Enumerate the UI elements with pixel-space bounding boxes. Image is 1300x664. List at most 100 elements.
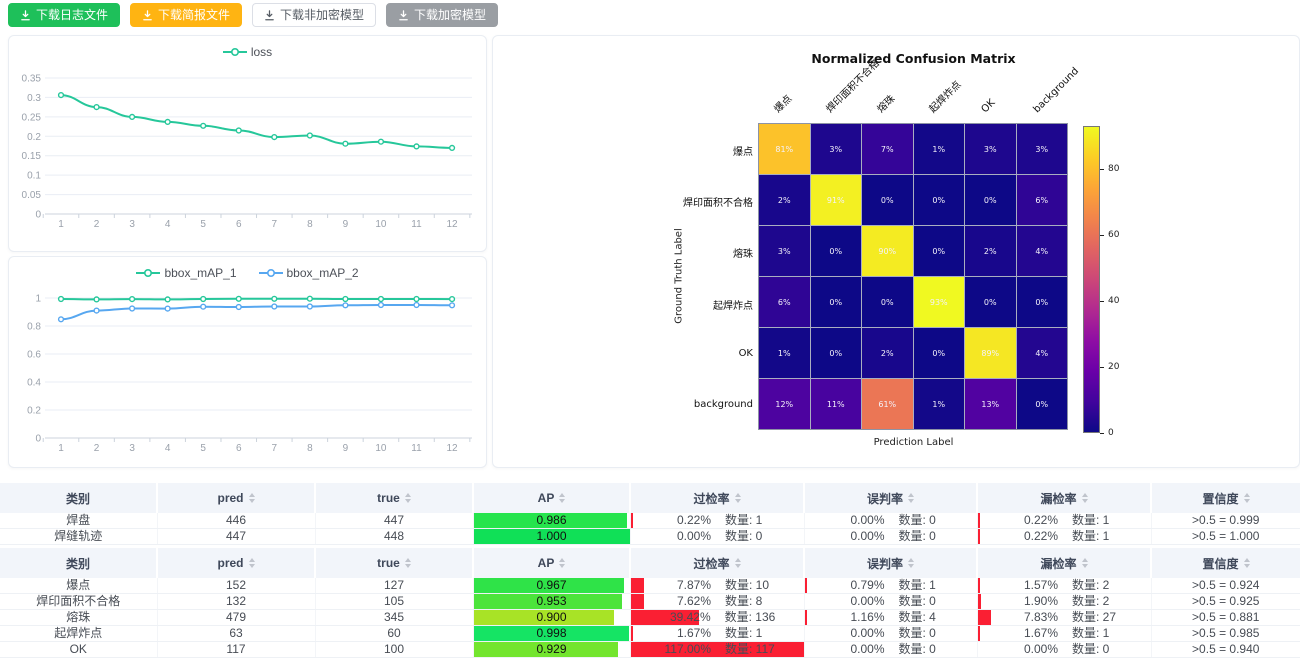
column-header-类别: 类别 xyxy=(0,548,157,578)
colorbar-tick-label: 60 xyxy=(1108,229,1120,240)
matrix-cell-焊印面积不合格-background: 6% xyxy=(1016,175,1067,225)
matrix-cell-起焊炸点-爆点: 6% xyxy=(759,277,810,327)
download-plain-model-button[interactable]: 下载非加密模型 xyxy=(252,3,377,27)
bbox_mAP_2-point xyxy=(164,305,171,312)
column-header-过检率[interactable]: 过检率 xyxy=(629,483,804,513)
table-row: 焊盘 446 447 0.986 0.22% 数量: 1 0.00% 数量: 0 0.22% 数量… xyxy=(0,513,1300,529)
misjudge-rate-cell: 0.00% 数量: 0 xyxy=(803,528,977,545)
column-header-pred[interactable]: pred xyxy=(156,548,315,578)
cell-true: 60 xyxy=(314,625,473,642)
bbox_mAP_1-point xyxy=(235,295,242,302)
legend-marker xyxy=(258,269,283,277)
download-report-button[interactable]: 下载简报文件 xyxy=(130,3,243,27)
rate-percent: 7.62% xyxy=(676,594,711,608)
download-encrypted-model-button[interactable]: 下载加密模型 xyxy=(386,3,499,27)
rate-percent: 0.22% xyxy=(1023,513,1058,527)
matrix-column-label: 焊印面积不合格 xyxy=(824,58,882,116)
sort-icon[interactable] xyxy=(248,558,255,568)
sort-icon[interactable] xyxy=(559,558,566,568)
confusion-matrix-card: Normalized Confusion Matrix Ground Truth… xyxy=(492,35,1300,468)
column-header-label: true xyxy=(377,491,400,505)
column-header-过检率[interactable]: 过检率 xyxy=(629,548,804,578)
column-header-true[interactable]: true xyxy=(314,483,473,513)
download-log-button[interactable]: 下载日志文件 xyxy=(8,3,121,27)
matrix-cell-熔珠-起焊炸点: 0% xyxy=(913,226,964,276)
column-header-漏检率[interactable]: 漏检率 xyxy=(976,483,1151,513)
legend-item-bbox_mAP_1[interactable]: bbox_mAP_1 xyxy=(136,266,237,280)
rate-count: 数量: 1 xyxy=(1072,626,1110,640)
matrix-cell-OK-background: 4% xyxy=(1016,328,1067,378)
matrix-cell-焊印面积不合格-起焊炸点: 0% xyxy=(913,175,964,225)
ap-value: 0.967 xyxy=(536,578,567,592)
column-header-置信度[interactable]: 置信度 xyxy=(1150,548,1300,578)
matrix-cell-background-OK: 13% xyxy=(965,379,1016,429)
column-header-pred[interactable]: pred xyxy=(156,483,315,513)
y-tick-label: 0.2 xyxy=(27,132,41,143)
x-tick-label: 7 xyxy=(272,219,278,230)
matrix-column-label: OK xyxy=(979,97,998,116)
column-header-AP[interactable]: AP xyxy=(472,483,630,513)
sort-icon[interactable] xyxy=(404,493,411,503)
sort-icon[interactable] xyxy=(908,558,914,568)
cell-pred: 132 xyxy=(156,593,315,610)
rate-percent: 39.42% xyxy=(669,610,711,624)
legend-marker xyxy=(136,269,161,277)
matrix-cell-background-background: 0% xyxy=(1016,379,1067,429)
sort-icon[interactable] xyxy=(1081,558,1088,568)
column-header-label: 过检率 xyxy=(693,556,730,571)
column-header-误判率[interactable]: 误判率 xyxy=(803,483,977,513)
sort-icon[interactable] xyxy=(1243,558,1250,568)
rate-bar xyxy=(804,610,807,625)
matrix-cell-起焊炸点-焊印面积不合格: 0% xyxy=(810,277,861,327)
column-header-AP[interactable]: AP xyxy=(472,548,630,578)
x-tick-label: 9 xyxy=(343,219,349,230)
column-header-误判率[interactable]: 误判率 xyxy=(803,548,977,578)
matrix-column-label: 起焊炸点 xyxy=(927,79,964,116)
rate-count: 数量: 117 xyxy=(725,642,775,656)
toolbar: 下载日志文件 下载简报文件 下载非加密模型 下载加密模型 xyxy=(8,3,499,27)
colorbar-tick-label: 0 xyxy=(1108,428,1114,438)
column-header-漏检率[interactable]: 漏检率 xyxy=(976,548,1151,578)
sort-icon[interactable] xyxy=(1243,493,1250,503)
cell-true: 448 xyxy=(314,528,473,545)
legend-label: bbox_mAP_2 xyxy=(286,266,359,280)
matrix-cell-爆点-OK: 3% xyxy=(965,124,1016,174)
sort-icon[interactable] xyxy=(908,493,914,503)
ap-value: 0.900 xyxy=(536,610,567,624)
matrix-cell-爆点-熔珠: 7% xyxy=(862,124,913,174)
matrix-cell-起焊炸点-background: 0% xyxy=(1016,277,1067,327)
legend-item-loss[interactable]: loss xyxy=(222,45,272,59)
rate-percent: 0.00% xyxy=(850,529,885,543)
y-tick-label: 0.25 xyxy=(22,112,42,123)
rate-bar xyxy=(977,578,981,593)
sort-icon[interactable] xyxy=(248,493,255,503)
download-icon xyxy=(21,9,30,20)
column-header-true[interactable]: true xyxy=(314,548,473,578)
cell-category: 爆点 xyxy=(0,578,157,594)
rate-count: 数量: 8 xyxy=(725,594,763,608)
colorbar-tick-label: 40 xyxy=(1108,295,1120,306)
x-tick-label: 2 xyxy=(94,219,100,230)
ap-bar xyxy=(473,513,628,528)
cell-pred: 446 xyxy=(156,513,315,529)
column-header-置信度[interactable]: 置信度 xyxy=(1150,483,1300,513)
rate-percent: 0.22% xyxy=(1023,529,1058,543)
column-header-label: 过检率 xyxy=(693,491,730,506)
column-header-label: 置信度 xyxy=(1202,491,1239,506)
matrix-cell-background-爆点: 12% xyxy=(759,379,810,429)
sort-icon[interactable] xyxy=(404,558,411,568)
sort-icon[interactable] xyxy=(734,558,741,568)
sort-icon[interactable] xyxy=(734,493,741,503)
loss-point xyxy=(448,144,456,152)
over-rate-cell: 0.22% 数量: 1 xyxy=(629,513,804,529)
sort-icon[interactable] xyxy=(1081,493,1088,503)
y-tick-label: 0.3 xyxy=(27,93,41,104)
rate-count: 数量: 0 xyxy=(898,626,936,640)
sort-icon[interactable] xyxy=(559,493,566,503)
confusion-matrix-grid: 81% 3% 7% 1% 3% 3% 2% 91% 0% 0% 0% 6% 3% 0% 90% 0% 2% 4% 6… xyxy=(758,123,1068,430)
rate-percent: 1.16% xyxy=(850,610,885,624)
y-tick-label: 0.1 xyxy=(27,171,41,182)
legend-item-bbox_mAP_2[interactable]: bbox_mAP_2 xyxy=(258,266,359,280)
loss-line xyxy=(60,94,453,149)
matrix-cell-background-焊印面积不合格: 11% xyxy=(810,379,861,429)
